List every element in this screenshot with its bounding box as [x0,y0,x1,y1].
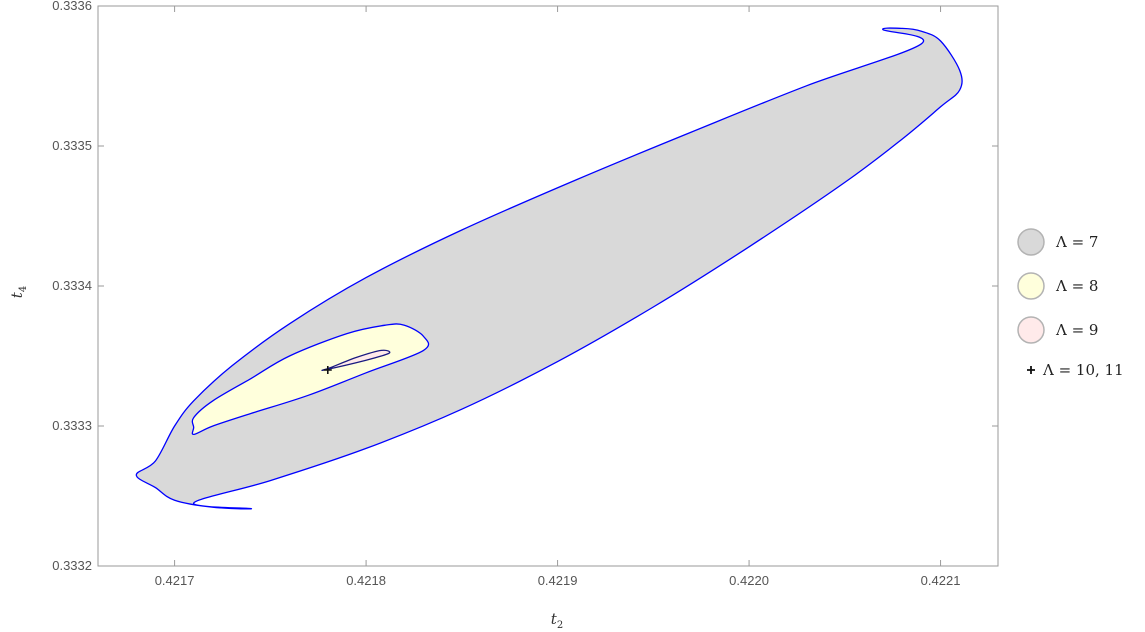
legend-label: Λ = 8 [1055,277,1098,295]
x-tick-label: 0.4219 [538,573,578,588]
y-tick-label: 0.3336 [52,0,92,13]
legend-label: Λ = 7 [1055,233,1098,251]
legend-item: Λ = 8 [1017,272,1098,300]
y-axis-ticks: 0.3332 0.3333 0.3334 0.3335 0.3336 [52,0,998,573]
y-tick-label: 0.3334 [52,278,92,293]
legend-swatch [1017,316,1045,344]
legend-label: Λ = 10, 11 [1042,361,1124,379]
legend-label: Λ = 9 [1055,321,1098,339]
x-tick-label: 0.4218 [346,573,386,588]
marker-plus [323,366,332,374]
legend-item: Λ = 9 [1017,316,1098,344]
x-axis-label: t2 [551,610,563,631]
legend-swatch [1017,228,1045,256]
markers-layer [323,366,332,374]
legend-item: Λ = 7 [1017,228,1098,256]
legend-item: Λ = 10, 11 [1027,361,1124,379]
x-tick-label: 0.4221 [921,573,961,588]
legend-swatch [1017,272,1045,300]
x-axis-ticks: 0.4217 0.4218 0.4219 0.4220 0.4221 [155,6,961,588]
y-tick-label: 0.3333 [52,418,92,433]
y-tick-label: 0.3332 [52,558,92,573]
legend-swatch-plus [1027,366,1035,374]
y-tick-label: 0.3335 [52,138,92,153]
region-1 [135,27,963,510]
regions-layer [135,27,963,510]
y-axis-label: t4 [8,286,29,298]
legend: Λ = 7 Λ = 8 Λ = 9 Λ = 10, 11 [1017,228,1124,379]
region-3 [321,349,391,372]
x-tick-label: 0.4217 [155,573,195,588]
region-2 [191,323,430,436]
x-tick-label: 0.4220 [729,573,769,588]
